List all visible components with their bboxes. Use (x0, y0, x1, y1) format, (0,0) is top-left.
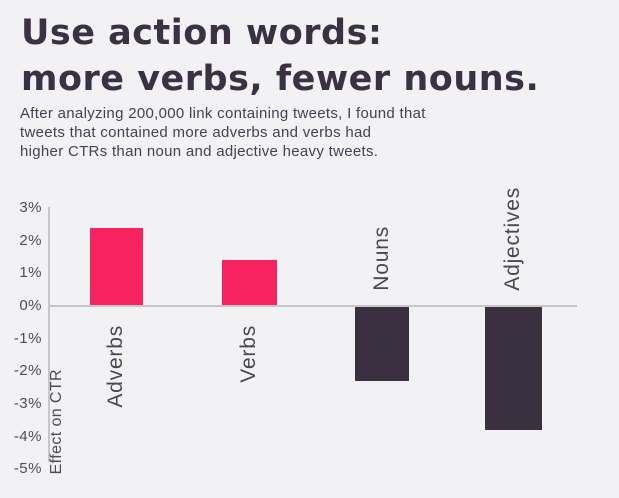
y-tick-label: 0% (19, 297, 42, 314)
page-title: Use action words: more verbs, fewer nouns… (21, 10, 539, 102)
y-tick-label: -1% (13, 329, 42, 347)
category-label-adverbs: Adverbs (104, 325, 127, 408)
y-tick-label: 2% (19, 231, 42, 249)
y-axis-line (48, 207, 50, 462)
y-tick-label: -4% (13, 427, 42, 445)
y-tick-label: -5% (13, 460, 42, 478)
bar-nouns (355, 306, 409, 382)
y-tick-label: -2% (13, 362, 42, 380)
subtitle-line-3: higher CTRs than noun and adjective heav… (20, 143, 379, 160)
category-label-verbs: Verbs (237, 325, 260, 383)
title-line-1: Use action words: (21, 13, 383, 53)
bar-verbs (222, 260, 277, 306)
bar-adverbs (90, 227, 143, 306)
category-label-nouns: Nouns (370, 226, 393, 291)
y-axis-title: Effect on CTR (48, 368, 65, 474)
category-label-adjectives: Adjectives (501, 187, 524, 291)
y-tick-label: 3% (19, 198, 42, 216)
title-line-2: more verbs, fewer nouns. (21, 59, 540, 99)
subtitle: After analyzing 200,000 link containing … (20, 104, 426, 161)
y-tick-label: -3% (13, 395, 42, 412)
subtitle-line-2: tweets that contained more adverbs and v… (20, 124, 372, 141)
y-tick-label: 1% (19, 264, 42, 282)
subtitle-line-1: After analyzing 200,000 link containing … (20, 105, 426, 122)
zero-baseline (48, 305, 577, 307)
bar-adjectives (485, 306, 542, 431)
